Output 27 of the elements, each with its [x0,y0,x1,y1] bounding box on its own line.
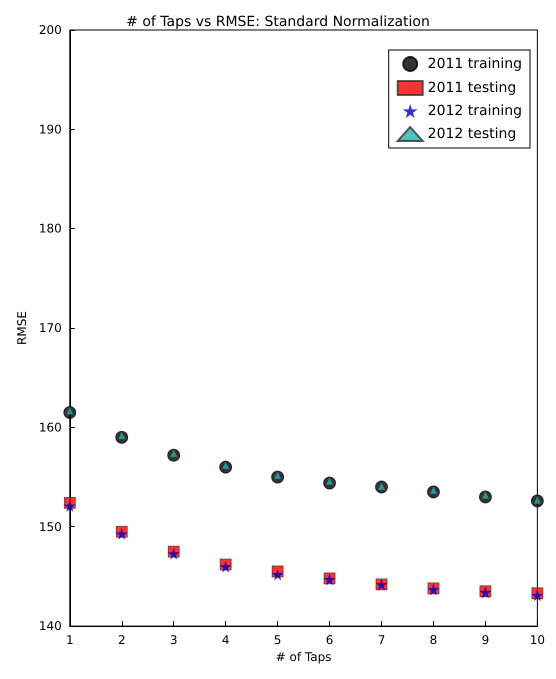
x-tick-label: 6 [326,633,334,648]
x-tick-label: 3 [170,633,178,648]
y-tick-label: 140 [38,619,62,634]
y-tick-label: 150 [38,520,62,534]
y-tick-label: 160 [38,420,62,434]
x-tick-label: 2 [118,633,126,648]
x-axis-title: # of Taps [276,650,332,664]
x-tick-label: 8 [430,633,438,648]
y-tick-label: 200 [38,23,62,37]
y-axis-title: RMSE [15,311,29,345]
point [272,568,284,580]
y-tick-label: 190 [38,122,62,136]
y-tick-label: 180 [38,222,62,236]
legend-label: 2012 testing [428,126,516,142]
legend-label: 2011 testing [428,80,516,96]
x-tick-label: 7 [378,633,386,648]
legend-label: 2012 training [428,103,522,119]
x-tick-label: 1 [66,633,74,648]
point [64,500,76,512]
x-tick-label: 10 [530,633,546,648]
chart-title: # of Taps vs RMSE: Standard Normalization [126,14,430,30]
point [168,548,180,560]
x-tick-label: 4 [222,633,230,648]
legend-label: 2011 training [428,56,522,72]
x-tick-label: 9 [482,633,490,648]
x-tick-label: 5 [274,633,282,648]
y-tick-label: 170 [38,321,62,336]
